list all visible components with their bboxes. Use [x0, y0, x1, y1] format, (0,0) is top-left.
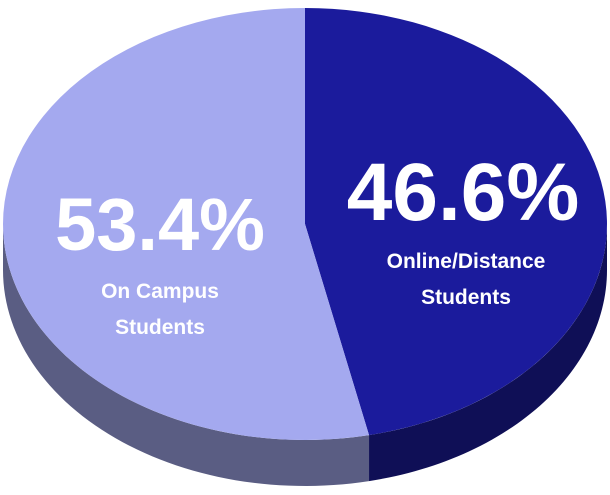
- slice-side: [369, 224, 607, 482]
- slice: [305, 8, 607, 436]
- value-label: 46.6%: [346, 147, 580, 238]
- category-label: Online/Distance Students: [386, 250, 546, 309]
- value-label: 53.4%: [55, 183, 265, 266]
- slice: [2, 8, 370, 440]
- slice-side: [3, 224, 370, 486]
- category-label: On Campus Students: [101, 280, 219, 339]
